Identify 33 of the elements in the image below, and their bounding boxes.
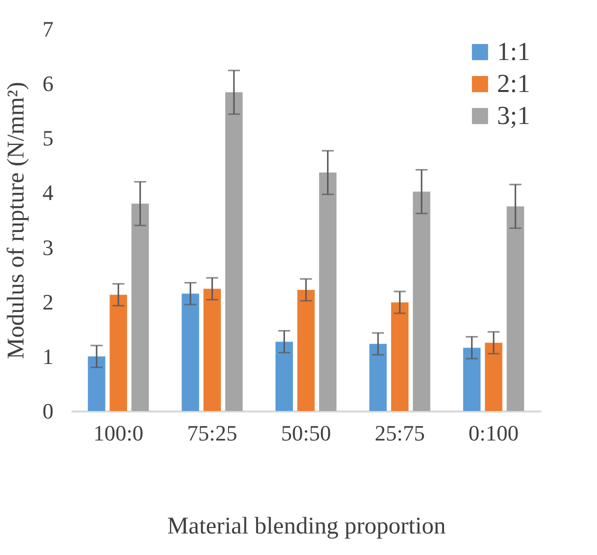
bar	[110, 294, 128, 411]
x-tick-label: 75:25	[187, 420, 238, 446]
bar	[391, 302, 409, 411]
legend-label: 1:1	[497, 37, 530, 66]
x-tick-label: 50:50	[280, 420, 332, 446]
x-tick-label: 25:75	[374, 420, 425, 446]
bar	[369, 344, 387, 411]
bar	[225, 92, 243, 411]
y-tick-label: 1	[42, 344, 54, 369]
bar	[319, 172, 336, 411]
x-tick-label: 0:100	[468, 420, 519, 446]
bar	[484, 342, 502, 411]
y-tick-label: 0	[42, 398, 54, 424]
y-tick-label: 6	[42, 71, 54, 96]
bar	[131, 204, 149, 411]
x-axis-title: Material blending proportion	[167, 514, 446, 540]
bar	[506, 206, 524, 411]
bar	[276, 342, 293, 411]
bar	[297, 290, 315, 411]
x-tick-label: 100:0	[93, 420, 144, 446]
y-tick-label: 3	[42, 234, 54, 260]
y-tick-label: 4	[42, 180, 54, 206]
y-axis-title: Modulus of rupture (N/mm²)	[4, 82, 30, 360]
legend-label: 3;1	[497, 101, 530, 130]
y-tick-label: 2	[42, 289, 54, 314]
y-tick-label: 5	[42, 126, 54, 151]
bar	[463, 348, 481, 411]
bar	[412, 192, 430, 411]
bar	[182, 294, 200, 411]
y-tick-label: 7	[42, 16, 54, 42]
bar	[203, 288, 221, 411]
legend-label: 2:1	[497, 69, 530, 98]
bar	[88, 356, 106, 411]
